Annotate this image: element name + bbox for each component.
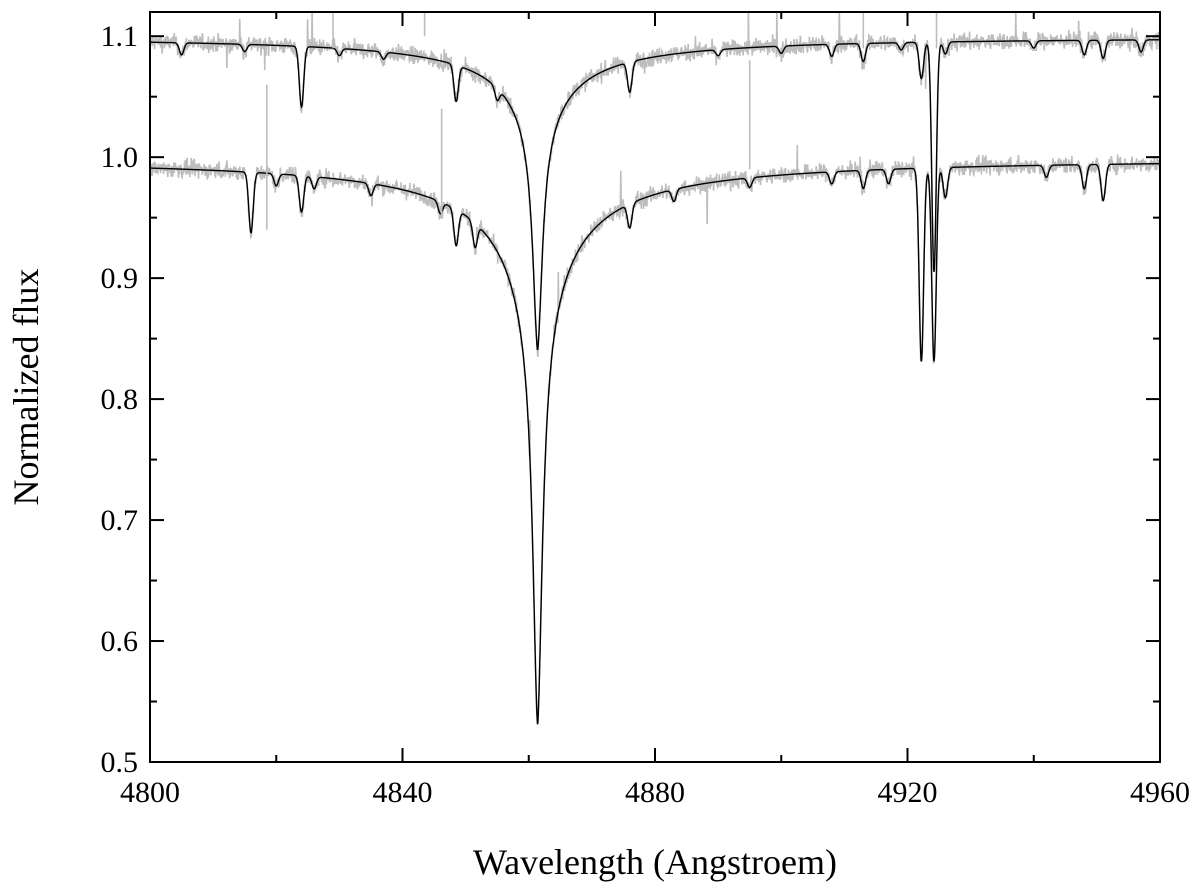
y-tick-label: 0.9 bbox=[101, 262, 139, 295]
x-tick-label: 4960 bbox=[1130, 776, 1190, 809]
x-tick-label: 4880 bbox=[625, 776, 685, 809]
observed-spectrum-1 bbox=[150, 12, 1160, 357]
y-axis-title: Normalized flux bbox=[6, 269, 46, 506]
x-axis-title: Wavelength (Angstroem) bbox=[473, 842, 837, 882]
y-axis: 0.5 0.6 0.7 0.8 0.9 1.0 1.1 bbox=[101, 20, 1160, 779]
y-tick-label: 0.7 bbox=[101, 504, 139, 537]
y-tick-label: 0.5 bbox=[101, 746, 139, 779]
observed-spectrum-2 bbox=[150, 144, 1160, 725]
y-tick-label: 1.1 bbox=[101, 20, 139, 53]
x-axis: 4800 4840 4880 4920 4960 bbox=[120, 12, 1190, 809]
y-tick-label: 0.8 bbox=[101, 383, 139, 416]
x-tick-label: 4920 bbox=[878, 776, 938, 809]
y-tick-label: 0.6 bbox=[101, 625, 139, 658]
x-tick-label: 4840 bbox=[373, 776, 433, 809]
series-layer bbox=[150, 12, 1160, 725]
plot-frame bbox=[149, 11, 1161, 763]
model-spectrum-1 bbox=[150, 39, 1160, 351]
x-tick-label: 4800 bbox=[120, 776, 180, 809]
model-spectrum-2 bbox=[150, 162, 1160, 725]
y-tick-label: 1.0 bbox=[101, 141, 139, 174]
